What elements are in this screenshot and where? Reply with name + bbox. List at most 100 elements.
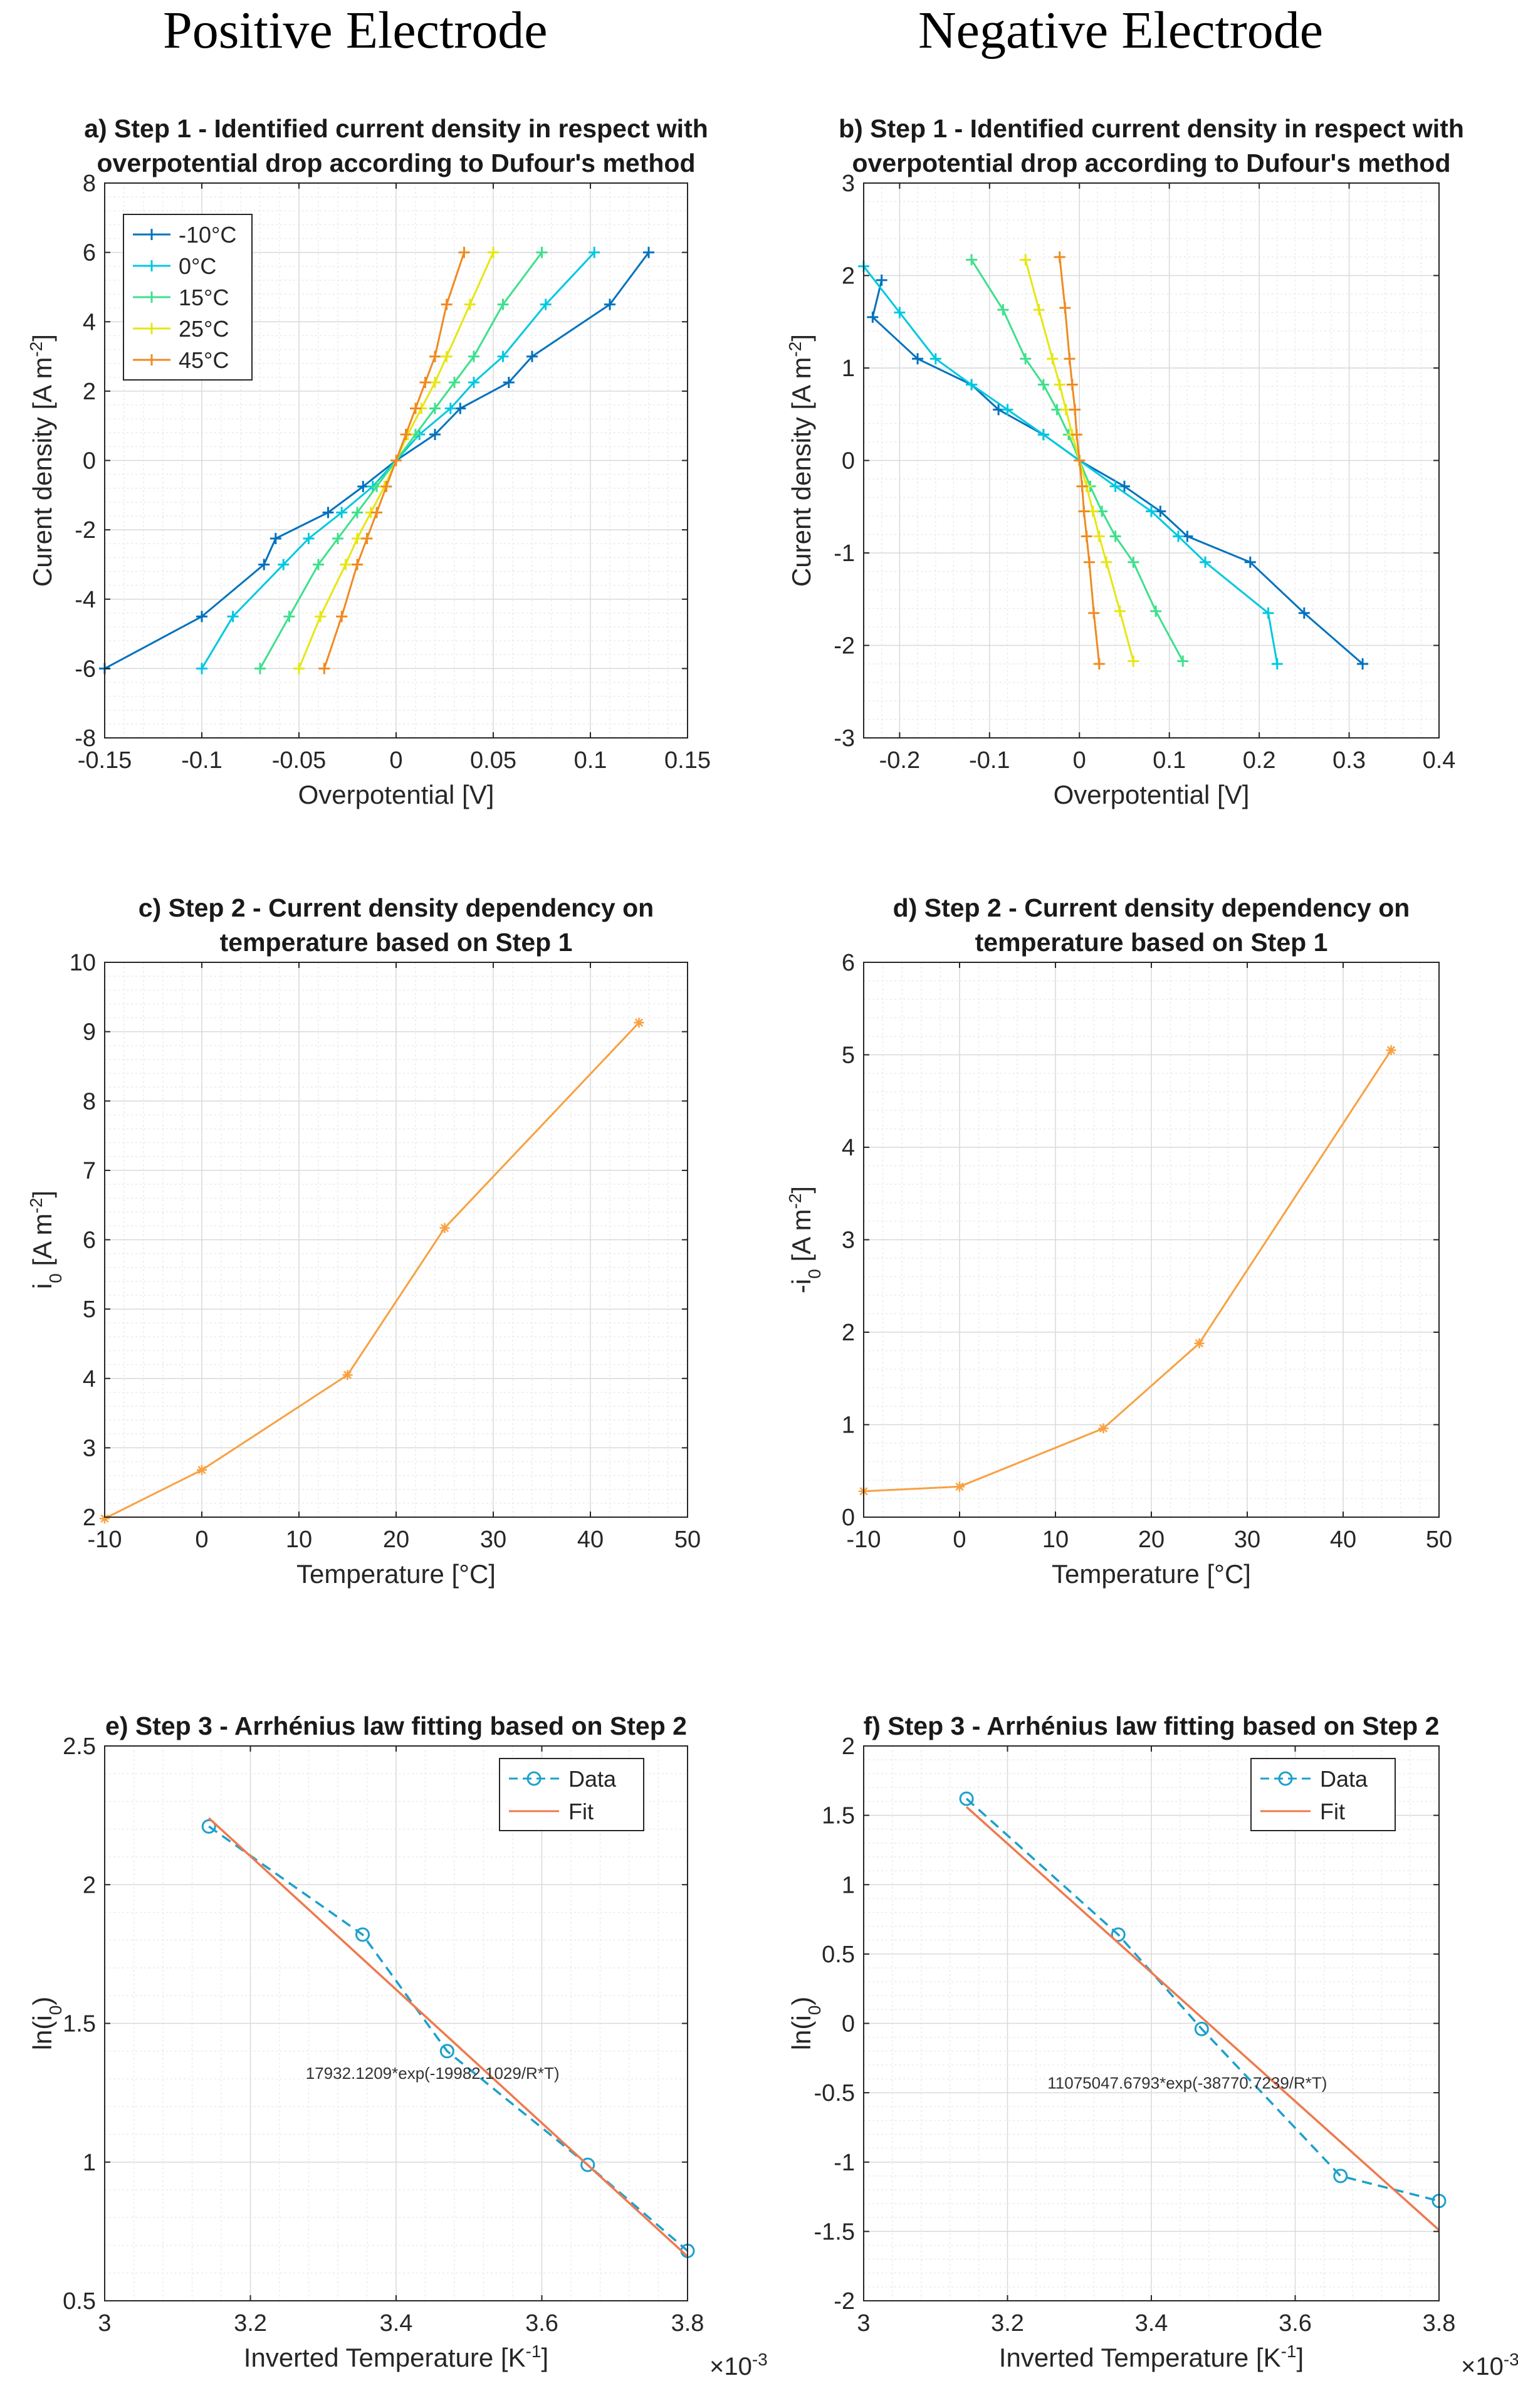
data-point--i0-2 bbox=[1098, 1423, 1109, 1434]
data-point-45°C-8 bbox=[1078, 505, 1090, 517]
ticks: -10 0 10 20 30 40 50 2 3 4 5 6 7 8 9 10 bbox=[70, 950, 701, 1553]
data-point--10°C-3 bbox=[270, 532, 281, 544]
y-tick-label: 2.5 bbox=[63, 1733, 96, 1760]
x-tick-label: 30 bbox=[480, 1527, 506, 1553]
data-point-Data-1 bbox=[355, 1927, 370, 1942]
x-tick-label: 3 bbox=[98, 2310, 111, 2337]
x-axis-label: Temperature [°C] bbox=[1052, 1559, 1251, 1589]
data-point-Data-3 bbox=[1333, 2169, 1348, 2184]
x-axis-exponent: ×10-3 bbox=[1461, 2350, 1518, 2381]
data-point--10°C-1 bbox=[196, 611, 207, 623]
data-point--10°C-8 bbox=[454, 402, 466, 414]
data-point-25°C-11 bbox=[464, 298, 476, 310]
data-point-0°C-11 bbox=[1262, 607, 1274, 619]
legend-marker-45°C bbox=[146, 354, 157, 365]
data-point--10°C-7 bbox=[429, 429, 441, 441]
y-tick-label: 0 bbox=[83, 448, 96, 475]
legend: -10°C 0°C 15°C 25°C 45°C bbox=[123, 214, 253, 381]
data-point-Data-0 bbox=[959, 1791, 974, 1806]
data-point-45°C-2 bbox=[1064, 353, 1076, 365]
chart-title-line: d) Step 2 - Current density dependency o… bbox=[893, 893, 1410, 922]
legend-marker-15°C bbox=[146, 292, 157, 303]
y-tick-label: -4 bbox=[75, 587, 96, 613]
ticks: -0.2 -0.1 0 0.1 0.2 0.3 0.4 -3 -2 -1 0 1 2 3 bbox=[834, 171, 1455, 774]
data-point-25°C-3 bbox=[352, 532, 363, 544]
data-point-25°C-12 bbox=[488, 246, 499, 258]
data-point-0°C-4 bbox=[336, 507, 348, 518]
data-point-i0-4 bbox=[634, 1017, 644, 1028]
data-point--10°C-1 bbox=[867, 311, 879, 323]
y-tick-label: 6 bbox=[83, 1228, 96, 1254]
y-tick-label: 3 bbox=[842, 171, 855, 197]
data-point-45°C-8 bbox=[410, 402, 421, 414]
y-tick-label: 0 bbox=[842, 2011, 855, 2037]
chart-title-line: c) Step 2 - Current density dependency o… bbox=[139, 893, 654, 922]
data-point-45°C-0 bbox=[318, 663, 330, 675]
chart-title-line: overpotential drop according to Dufour's… bbox=[852, 149, 1450, 177]
data-point-0°C-12 bbox=[589, 246, 600, 258]
positive-electrode-heading: Positive Electrode bbox=[163, 1, 548, 60]
series-group bbox=[859, 1045, 1396, 1496]
data-point-45°C-1 bbox=[1059, 302, 1071, 314]
data-point-45°C-10 bbox=[429, 350, 441, 362]
data-point-15°C-11 bbox=[497, 298, 509, 310]
chart-f: 3 3.2 3.4 3.6 3.8 -2 -1.5 -1 -0.5 0 0.5 1 1.5 2 f) Ste… bbox=[787, 1711, 1518, 2380]
data-point-15°C-9 bbox=[1109, 530, 1121, 542]
x-tick-label: -0.1 bbox=[969, 747, 1010, 774]
data-point-i0-2 bbox=[342, 1370, 353, 1380]
x-tick-label: 20 bbox=[1138, 1527, 1165, 1553]
series-group bbox=[959, 1791, 1447, 2231]
data-point-45°C-4 bbox=[371, 507, 382, 518]
fit-equation-annotation: 17932.1209*exp(-19982.1029/R*T) bbox=[306, 2064, 560, 2083]
x-tick-label: 0.4 bbox=[1423, 747, 1456, 774]
y-tick-label: -2 bbox=[75, 517, 96, 544]
x-axis-label: Overpotential [V] bbox=[1054, 780, 1250, 809]
chart-title-line: temperature based on Step 1 bbox=[975, 928, 1328, 957]
data-point--10°C-10 bbox=[526, 350, 538, 362]
y-tick-label: 2 bbox=[83, 1505, 96, 1531]
x-tick-label: 3.8 bbox=[1423, 2310, 1456, 2337]
data-point-0°C-2 bbox=[278, 559, 290, 570]
data-point-45°C-11 bbox=[441, 298, 453, 310]
y-tick-label: 0.5 bbox=[63, 2288, 96, 2315]
data-point-45°C-6 bbox=[1074, 455, 1086, 466]
x-tick-label: 3.4 bbox=[1135, 2310, 1168, 2337]
y-tick-label: -1 bbox=[834, 2150, 855, 2176]
data-point-0°C-10 bbox=[497, 350, 509, 362]
y-tick-label: 0.5 bbox=[822, 1942, 855, 1968]
x-axis-label: Inverted Temperature [K-1] bbox=[244, 2342, 548, 2373]
data-point-25°C-12 bbox=[1128, 655, 1139, 667]
x-tick-label: 0 bbox=[953, 1527, 966, 1553]
x-tick-label: 10 bbox=[286, 1527, 312, 1553]
chart-title-line: overpotential drop according to Dufour's… bbox=[97, 149, 695, 177]
data-point-45°C-9 bbox=[1081, 530, 1092, 542]
y-tick-label: 4 bbox=[83, 309, 96, 335]
x-tick-label: 0.3 bbox=[1332, 747, 1366, 774]
x-tick-label: -0.1 bbox=[181, 747, 222, 774]
x-tick-label: 0.2 bbox=[1243, 747, 1276, 774]
grid bbox=[863, 962, 1440, 1518]
chart-e: 3 3.2 3.4 3.6 3.8 0.5 1 1.5 2 2.5 e) Step 3 - Arrh… bbox=[28, 1711, 768, 2380]
y-tick-label: -6 bbox=[75, 656, 96, 682]
data-point-15°C-3 bbox=[1037, 379, 1049, 391]
data-point-25°C-9 bbox=[429, 377, 441, 389]
x-tick-label: 50 bbox=[1426, 1527, 1452, 1553]
y-tick-label: 3 bbox=[842, 1228, 855, 1254]
chart-a: -0.15 -0.1 -0.05 0 0.05 0.1 0.15 -8 -6 -4 -2 0 2 4 6 8 a… bbox=[26, 114, 711, 809]
legend-label-Data: Data bbox=[1320, 1766, 1368, 1792]
data-point--i0-4 bbox=[1386, 1045, 1396, 1056]
y-tick-label: 4 bbox=[83, 1366, 96, 1392]
y-tick-label: 1.5 bbox=[63, 2011, 96, 2037]
data-point-15°C-0 bbox=[254, 663, 266, 675]
x-tick-label: 3.6 bbox=[525, 2310, 558, 2337]
x-tick-label: -0.15 bbox=[78, 747, 132, 774]
y-axis-label: Curent density [A m-2] bbox=[26, 334, 58, 587]
data-point-15°C-4 bbox=[352, 507, 363, 518]
y-tick-label: 0 bbox=[842, 1505, 855, 1531]
x-tick-label: 3.8 bbox=[671, 2310, 704, 2337]
series-line-Data bbox=[208, 1825, 689, 2252]
fit-equation-annotation: 11075047.6793*exp(-38770.7239/R*T) bbox=[1047, 2073, 1327, 2092]
